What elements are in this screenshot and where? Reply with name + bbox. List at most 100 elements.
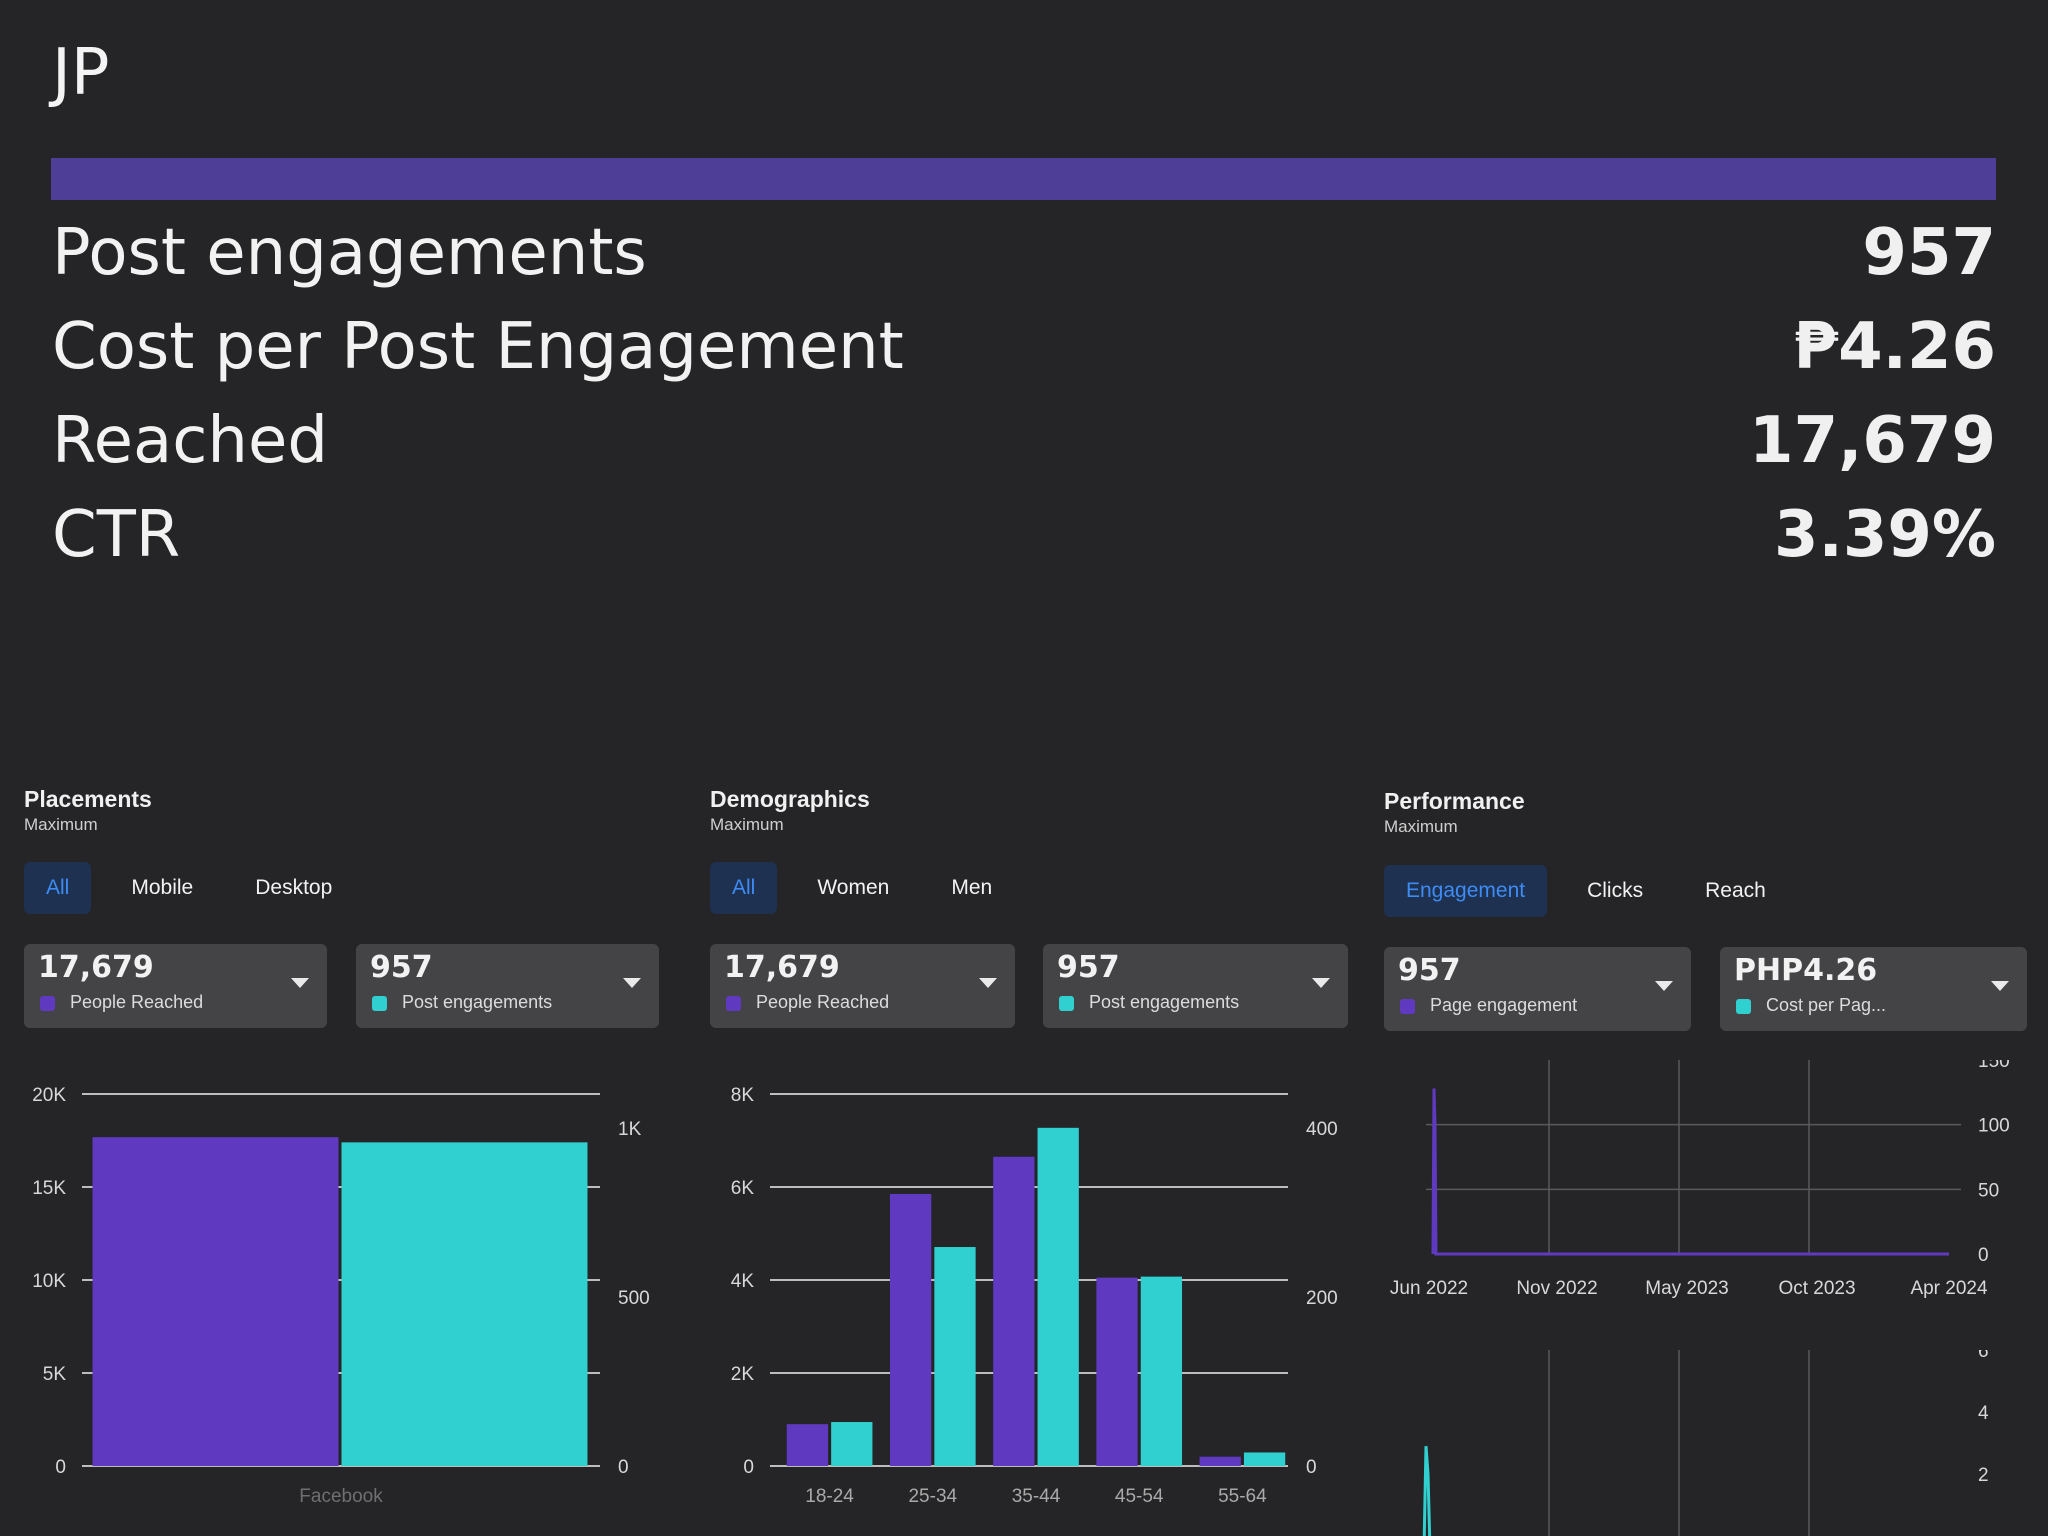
category-label: 45-54 (1115, 1486, 1164, 1507)
card-value: 957 (1398, 953, 1461, 988)
right-axis-tick-label: 50 (1978, 1180, 1999, 1201)
panel-subtitle: Maximum (710, 815, 784, 834)
right-axis-tick-label: 6 (1978, 1350, 1989, 1362)
x-axis-tick-label: Jun 2022 (1390, 1278, 1468, 1299)
tab-men[interactable]: Men (951, 876, 993, 899)
tab-reach[interactable]: Reach (1705, 879, 1766, 902)
legend-swatch (726, 996, 741, 1011)
category-label: 18-24 (805, 1486, 854, 1507)
chevron-down-icon[interactable] (1312, 978, 1330, 988)
bar-post-engagements (831, 1422, 873, 1466)
metric-label: Post engagements (52, 216, 647, 290)
bar-post-engagements (1243, 1452, 1286, 1466)
tab-all[interactable]: All (24, 862, 92, 914)
metric-label: CTR (52, 498, 181, 572)
x-axis-tick-label: May 2023 (1645, 1278, 1728, 1299)
chevron-down-icon[interactable] (979, 978, 997, 988)
category-label: 35-44 (1012, 1486, 1061, 1507)
bar-post-engagements (934, 1247, 976, 1466)
tab-mobile[interactable]: Mobile (131, 876, 194, 899)
left-axis-tick-label: 8K (731, 1085, 755, 1106)
card-value: 957 (1057, 950, 1120, 985)
bar-post-engagements (341, 1142, 588, 1466)
tab-clicks[interactable]: Clicks (1587, 879, 1644, 902)
legend-swatch (1059, 996, 1074, 1011)
metric-value: 3.39% (1773, 498, 1996, 572)
left-axis-tick-label: 20K (32, 1085, 66, 1106)
panel-subtitle: Maximum (24, 815, 98, 834)
x-axis-tick-label: Nov 2022 (1516, 1278, 1597, 1299)
legend-swatch (1400, 999, 1415, 1014)
x-axis-tick-label: Oct 2023 (1778, 1278, 1855, 1299)
metric-selector-post-engagements[interactable]: 957 Post engagements (356, 944, 659, 1028)
metric-label: Cost per Post Engagement (52, 310, 904, 384)
header-accent-bar (51, 158, 1996, 200)
card-label: People Reached (756, 992, 890, 1012)
demographics-tabs: All Women Men (710, 862, 1032, 914)
chevron-down-icon[interactable] (1991, 981, 2009, 991)
bar-post-engagements (1140, 1276, 1183, 1466)
legend-swatch (1736, 999, 1751, 1014)
metric-selector-page-engagement[interactable]: 957 Page engagement (1384, 947, 1691, 1031)
metric-row-post-engagements: Post engagements 957 (52, 208, 1996, 298)
chevron-down-icon[interactable] (623, 978, 641, 988)
left-axis-tick-label: 2K (731, 1364, 755, 1385)
right-axis-tick-label: 100 (1978, 1116, 2010, 1137)
bar-people-reached (786, 1424, 829, 1466)
metric-selector-people-reached[interactable]: 17,679 People Reached (710, 944, 1015, 1028)
left-axis-tick-label: 5K (43, 1364, 67, 1385)
tab-engagement[interactable]: Engagement (1384, 865, 1548, 917)
performance-cost-chart: 2 4 6 (1422, 1350, 1989, 1536)
metric-row-reached: Reached 17,679 (52, 396, 1996, 486)
right-axis-tick-label: 4 (1978, 1403, 1989, 1424)
placements-panel: Placements Maximum All Mobile Desktop 17… (0, 770, 684, 1536)
tab-women[interactable]: Women (817, 876, 890, 899)
card-value: 957 (370, 950, 433, 985)
card-label: Post engagements (1089, 992, 1240, 1012)
performance-tabs: Engagement Clicks Reach (1384, 865, 1806, 917)
metric-selector-post-engagements[interactable]: 957 Post engagements (1043, 944, 1348, 1028)
right-axis-tick-label: 1K (618, 1119, 642, 1140)
right-axis-tick-label: 200 (1306, 1288, 1338, 1309)
bar-post-engagements (1037, 1127, 1079, 1466)
line-series-cost-per-page-engagement (1422, 1445, 1432, 1536)
card-value: PHP4.26 (1734, 953, 1878, 988)
category-label: 55-64 (1218, 1486, 1267, 1507)
placements-chart: 0 5K 10K 15K 20K 0 500 1K Facebook (32, 1085, 650, 1507)
left-axis-tick-label: 0 (743, 1457, 754, 1478)
card-label: People Reached (70, 992, 204, 1012)
card-value: 17,679 (724, 950, 840, 985)
metric-row-ctr: CTR 3.39% (52, 490, 1996, 580)
metric-selector-people-reached[interactable]: 17,679 People Reached (24, 944, 327, 1028)
card-label: Cost per Pag... (1766, 995, 1887, 1015)
metric-value: 17,679 (1749, 404, 1996, 478)
right-axis-tick-label: 0 (1306, 1457, 1317, 1478)
panel-subtitle: Maximum (1384, 817, 1458, 836)
summary-section: JP Post engagements 957 Cost per Post En… (0, 0, 2048, 760)
card-value: 17,679 (38, 950, 154, 985)
bar-people-reached (993, 1156, 1035, 1466)
metric-selector-cost-per-page-engagement[interactable]: PHP4.26 Cost per Pag... (1720, 947, 2027, 1031)
right-axis-tick-label: 2 (1978, 1465, 1989, 1486)
tab-all[interactable]: All (710, 862, 778, 914)
metric-value: 957 (1862, 216, 1996, 290)
right-axis-tick-label: 500 (618, 1288, 650, 1309)
left-axis-tick-label: 15K (32, 1178, 66, 1199)
chevron-down-icon[interactable] (1655, 981, 1673, 991)
left-axis-tick-label: 6K (731, 1178, 755, 1199)
card-label: Post engagements (402, 992, 553, 1012)
chevron-down-icon[interactable] (291, 978, 309, 988)
panel-title: Demographics (710, 786, 870, 812)
placements-tabs: All Mobile Desktop (24, 862, 372, 914)
right-axis-tick-label: 0 (1978, 1245, 1989, 1266)
panel-title: Placements (24, 786, 152, 812)
performance-panel: Performance Maximum Engagement Clicks Re… (1368, 770, 2048, 1536)
bar-people-reached (1199, 1456, 1241, 1466)
metric-row-cost-per-post-engagement: Cost per Post Engagement ₱4.26 (52, 302, 1996, 392)
right-axis-tick-label: 400 (1306, 1119, 1338, 1140)
right-axis-tick-label: 150 (1978, 1060, 2010, 1072)
panel-title: Performance (1384, 788, 1525, 814)
tab-desktop[interactable]: Desktop (255, 876, 333, 899)
card-label: Page engagement (1430, 995, 1578, 1015)
x-axis-tick-label: Apr 2024 (1910, 1278, 1988, 1299)
